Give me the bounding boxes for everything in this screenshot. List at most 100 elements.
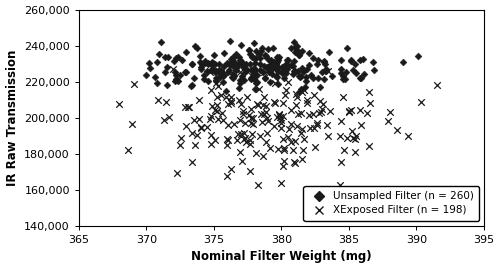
Point	[266, 146, 274, 150]
Point	[208, 68, 216, 72]
Point	[295, 74, 303, 78]
Point	[314, 58, 322, 62]
Point	[284, 58, 292, 62]
Point	[124, 147, 132, 152]
Point	[212, 70, 220, 75]
Point	[258, 45, 266, 50]
Point	[228, 75, 235, 79]
Point	[282, 87, 290, 92]
Point	[160, 118, 168, 122]
Point	[294, 69, 302, 73]
Point	[270, 63, 278, 68]
Point	[262, 116, 270, 120]
Point	[344, 108, 352, 113]
Point	[184, 105, 192, 109]
Point	[246, 116, 254, 120]
Point	[170, 59, 178, 63]
Point	[352, 71, 360, 75]
Point	[344, 110, 352, 114]
Point	[276, 126, 284, 131]
Point	[246, 138, 254, 143]
Point	[253, 102, 261, 107]
Point	[233, 137, 241, 142]
Point	[290, 40, 298, 44]
Point	[320, 77, 328, 81]
Point	[270, 124, 278, 128]
Point	[262, 140, 270, 144]
Point	[128, 122, 136, 126]
Point	[214, 117, 222, 121]
Point	[320, 102, 328, 107]
Point	[196, 65, 204, 69]
Point	[249, 122, 257, 127]
Point	[278, 101, 286, 105]
Point	[322, 67, 330, 71]
Point	[298, 127, 306, 131]
Point	[237, 43, 245, 47]
Point	[177, 136, 185, 140]
Point	[169, 67, 177, 71]
Point	[235, 55, 243, 59]
Point	[208, 88, 216, 92]
Point	[182, 50, 190, 54]
Point	[228, 62, 236, 66]
Point	[266, 80, 274, 84]
Point	[278, 65, 286, 69]
Point	[248, 75, 256, 79]
Point	[338, 73, 346, 78]
Point	[298, 66, 306, 70]
Point	[386, 110, 394, 114]
Point	[294, 95, 302, 99]
Point	[204, 125, 212, 129]
Point	[290, 160, 298, 164]
Point	[253, 80, 261, 84]
Point	[291, 139, 299, 143]
Point	[162, 100, 170, 104]
Point	[229, 59, 237, 63]
Point	[172, 77, 180, 81]
Point	[290, 59, 298, 63]
Point	[309, 55, 317, 60]
Point	[211, 62, 219, 66]
Point	[254, 52, 262, 56]
Point	[201, 59, 209, 63]
Point	[206, 62, 214, 66]
Point	[347, 107, 355, 112]
Point	[291, 45, 299, 49]
Point	[308, 111, 316, 116]
Point	[267, 66, 275, 70]
Point	[274, 82, 281, 86]
Point	[181, 70, 189, 75]
Point	[398, 60, 406, 65]
Point	[290, 70, 298, 74]
Point	[360, 57, 368, 61]
Point	[228, 72, 236, 76]
Point	[226, 39, 234, 43]
Point	[246, 62, 254, 66]
Point	[356, 107, 364, 112]
Point	[241, 121, 249, 125]
Point	[264, 119, 272, 123]
Point	[284, 80, 292, 84]
Point	[261, 76, 269, 80]
Point	[316, 84, 324, 89]
Point	[303, 101, 311, 106]
Point	[260, 64, 268, 69]
Point	[306, 126, 314, 130]
Point	[196, 54, 204, 59]
Point	[224, 70, 232, 75]
Point	[211, 108, 219, 112]
Point	[154, 59, 162, 64]
Point	[154, 98, 162, 102]
Point	[182, 124, 190, 128]
Point	[196, 60, 204, 65]
Point	[417, 100, 425, 104]
Point	[157, 40, 165, 45]
Point	[280, 147, 288, 152]
Point	[188, 130, 196, 135]
Point	[204, 79, 212, 83]
Point	[246, 68, 254, 72]
Point	[261, 76, 269, 80]
Point	[392, 128, 400, 132]
Point	[220, 64, 228, 68]
